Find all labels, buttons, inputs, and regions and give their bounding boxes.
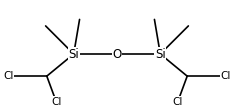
- Text: Cl: Cl: [3, 71, 13, 81]
- Text: Cl: Cl: [173, 97, 183, 106]
- Text: Cl: Cl: [221, 71, 231, 81]
- Text: Si: Si: [68, 48, 79, 60]
- Text: Cl: Cl: [51, 97, 61, 106]
- Text: Si: Si: [155, 48, 166, 60]
- Text: O: O: [112, 48, 122, 60]
